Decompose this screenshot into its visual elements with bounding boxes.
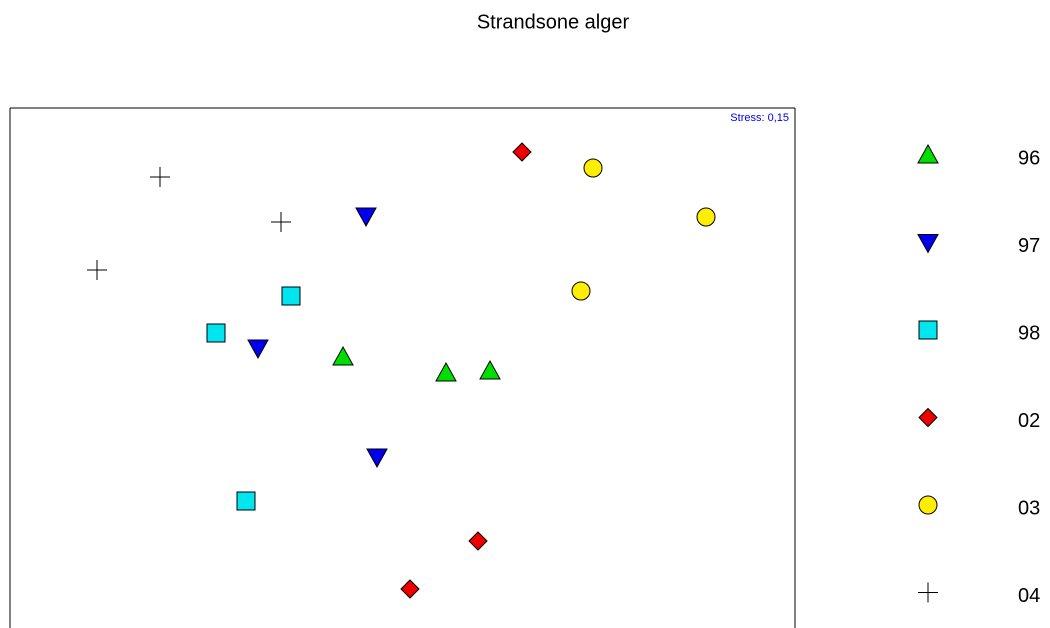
- marker: [87, 260, 107, 280]
- marker: [571, 281, 591, 301]
- legend-marker: [918, 582, 938, 603]
- stress-annotation: Stress: 0,15: [730, 112, 789, 124]
- marker: [366, 448, 388, 469]
- legend-label: 98: [1018, 322, 1040, 344]
- marker: [512, 142, 532, 162]
- marker: [355, 207, 377, 228]
- legend-label: 04: [1018, 585, 1040, 607]
- chart-title: Strandsone alger: [477, 11, 630, 33]
- marker: [468, 531, 488, 551]
- marker: [583, 158, 603, 178]
- legend-marker: [918, 320, 938, 340]
- marker: [236, 491, 256, 511]
- marker: [435, 361, 457, 382]
- marker: [332, 345, 354, 366]
- marker: [400, 579, 420, 599]
- legend-label: 02: [1018, 410, 1040, 432]
- marker: [696, 207, 716, 227]
- legend-label: 03: [1018, 497, 1040, 519]
- marker: [247, 339, 269, 360]
- marker: [206, 323, 226, 343]
- legend-label: 97: [1018, 235, 1040, 257]
- marker: [281, 286, 301, 306]
- marker: [271, 212, 291, 232]
- marker: [150, 167, 170, 187]
- legend-marker: [917, 143, 939, 164]
- legend-marker: [918, 407, 938, 428]
- marker: [479, 359, 501, 380]
- legend-marker: [918, 495, 938, 515]
- legend-label: 96: [1018, 147, 1040, 169]
- legend-marker: [917, 234, 939, 254]
